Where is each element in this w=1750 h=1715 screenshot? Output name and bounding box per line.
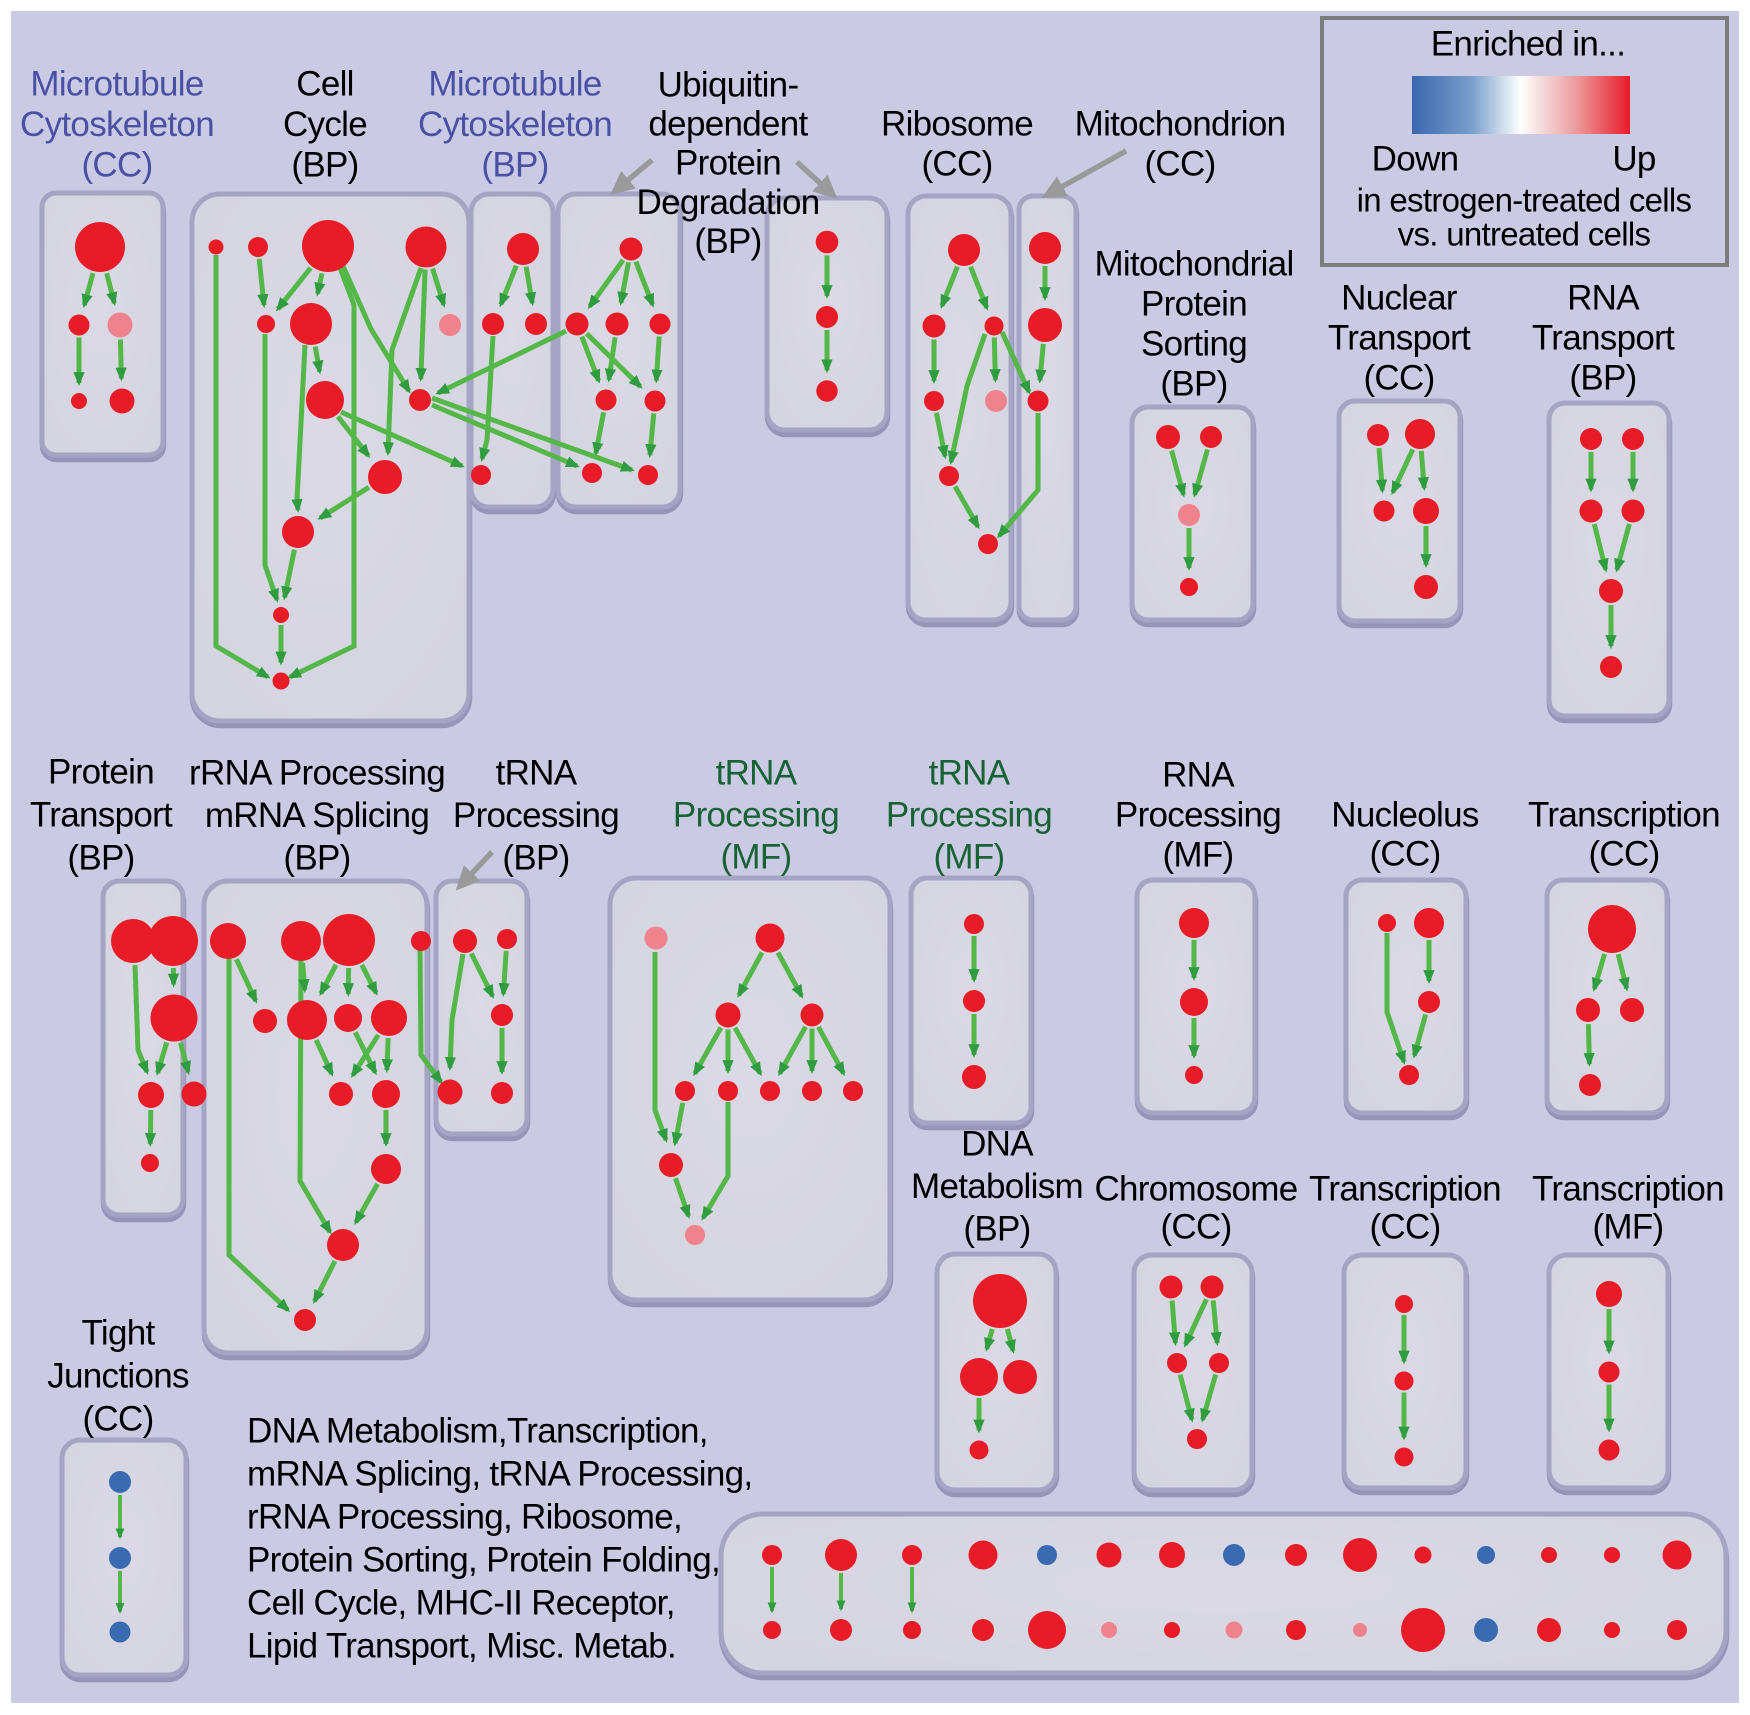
svg-text:Sorting: Sorting	[1141, 324, 1247, 363]
svg-text:Mitochondrial: Mitochondrial	[1094, 244, 1293, 283]
svg-text:(MF): (MF)	[933, 837, 1004, 876]
svg-text:Cell: Cell	[296, 64, 354, 103]
svg-text:rRNA Processing, Ribosome,: rRNA Processing, Ribosome,	[247, 1497, 682, 1536]
svg-text:Microtubule: Microtubule	[30, 64, 203, 103]
svg-text:vs. untreated cells: vs. untreated cells	[1398, 216, 1651, 253]
svg-text:Ribosome: Ribosome	[881, 104, 1033, 143]
svg-text:(BP): (BP)	[1569, 358, 1636, 397]
svg-text:Cytoskeleton: Cytoskeleton	[418, 105, 612, 144]
svg-text:Protein: Protein	[48, 752, 154, 791]
svg-text:Cytoskeleton: Cytoskeleton	[20, 105, 214, 144]
svg-text:Ubiquitin-: Ubiquitin-	[658, 65, 799, 104]
svg-text:(MF): (MF)	[1162, 835, 1233, 874]
svg-text:Tight: Tight	[81, 1313, 155, 1352]
svg-text:RNA: RNA	[1162, 755, 1235, 794]
svg-text:Enriched in...: Enriched in...	[1431, 24, 1625, 63]
svg-text:dependent: dependent	[648, 104, 808, 143]
svg-text:(CC): (CC)	[1160, 1207, 1231, 1246]
svg-text:Transcription: Transcription	[1528, 795, 1720, 834]
svg-text:(BP): (BP)	[963, 1209, 1030, 1248]
svg-text:mRNA Splicing, tRNA Processing: mRNA Splicing, tRNA Processing,	[247, 1454, 752, 1493]
svg-text:Nuclear: Nuclear	[1341, 278, 1458, 317]
svg-text:Nucleolus: Nucleolus	[1331, 795, 1479, 834]
svg-text:Junctions: Junctions	[47, 1356, 189, 1395]
svg-text:Processing: Processing	[453, 796, 619, 835]
svg-text:Protein: Protein	[675, 144, 781, 183]
svg-text:Cycle: Cycle	[283, 105, 367, 144]
svg-text:Transcription: Transcription	[1309, 1169, 1501, 1208]
svg-text:(MF): (MF)	[720, 837, 791, 876]
svg-text:(BP): (BP)	[1160, 364, 1227, 403]
svg-text:(BP): (BP)	[502, 838, 569, 877]
svg-text:Protein Sorting, Protein Foldi: Protein Sorting, Protein Folding,	[247, 1540, 720, 1579]
svg-text:(BP): (BP)	[283, 838, 350, 877]
svg-text:(CC): (CC)	[1369, 834, 1440, 873]
svg-text:rRNA Processing: rRNA Processing	[189, 753, 445, 792]
svg-text:in estrogen-treated cells: in estrogen-treated cells	[1357, 182, 1692, 219]
svg-text:Processing: Processing	[673, 795, 839, 834]
svg-text:Lipid Transport, Misc. Metab.: Lipid Transport, Misc. Metab.	[247, 1626, 676, 1665]
svg-text:(MF): (MF)	[1592, 1207, 1663, 1246]
svg-text:(CC): (CC)	[1588, 834, 1659, 873]
svg-text:Transcription: Transcription	[1532, 1169, 1724, 1208]
svg-text:Transport: Transport	[1532, 318, 1675, 357]
svg-text:Microtubule: Microtubule	[428, 64, 601, 103]
svg-text:tRNA: tRNA	[496, 753, 578, 792]
svg-text:DNA Metabolism,Transcription,: DNA Metabolism,Transcription,	[247, 1411, 708, 1450]
svg-text:Degradation: Degradation	[637, 183, 820, 222]
svg-text:(CC): (CC)	[921, 144, 992, 183]
svg-text:RNA: RNA	[1567, 278, 1640, 317]
svg-text:tRNA: tRNA	[929, 753, 1011, 792]
svg-text:Transport: Transport	[30, 795, 173, 834]
svg-text:Transport: Transport	[1328, 318, 1471, 357]
svg-text:(CC): (CC)	[1144, 144, 1215, 183]
svg-text:Cell Cycle, MHC-II Receptor,: Cell Cycle, MHC-II Receptor,	[247, 1583, 675, 1622]
svg-text:DNA: DNA	[961, 1124, 1034, 1163]
svg-text:Chromosome: Chromosome	[1094, 1169, 1297, 1208]
svg-text:(BP): (BP)	[694, 222, 761, 261]
svg-text:tRNA: tRNA	[716, 753, 798, 792]
svg-text:(BP): (BP)	[291, 145, 358, 184]
svg-text:(CC): (CC)	[1363, 358, 1434, 397]
svg-text:(BP): (BP)	[481, 145, 548, 184]
svg-text:Processing: Processing	[886, 795, 1052, 834]
svg-text:Metabolism: Metabolism	[911, 1167, 1083, 1206]
svg-text:Protein: Protein	[1141, 284, 1247, 323]
svg-text:(CC): (CC)	[1369, 1207, 1440, 1246]
svg-text:Down: Down	[1372, 139, 1459, 178]
svg-text:(CC): (CC)	[82, 1399, 153, 1438]
svg-text:Processing: Processing	[1115, 795, 1281, 834]
svg-text:(BP): (BP)	[67, 838, 134, 877]
svg-text:(CC): (CC)	[81, 145, 152, 184]
svg-text:Mitochondrion: Mitochondrion	[1075, 104, 1286, 143]
svg-text:mRNA Splicing: mRNA Splicing	[205, 796, 429, 835]
svg-text:Up: Up	[1612, 139, 1655, 178]
